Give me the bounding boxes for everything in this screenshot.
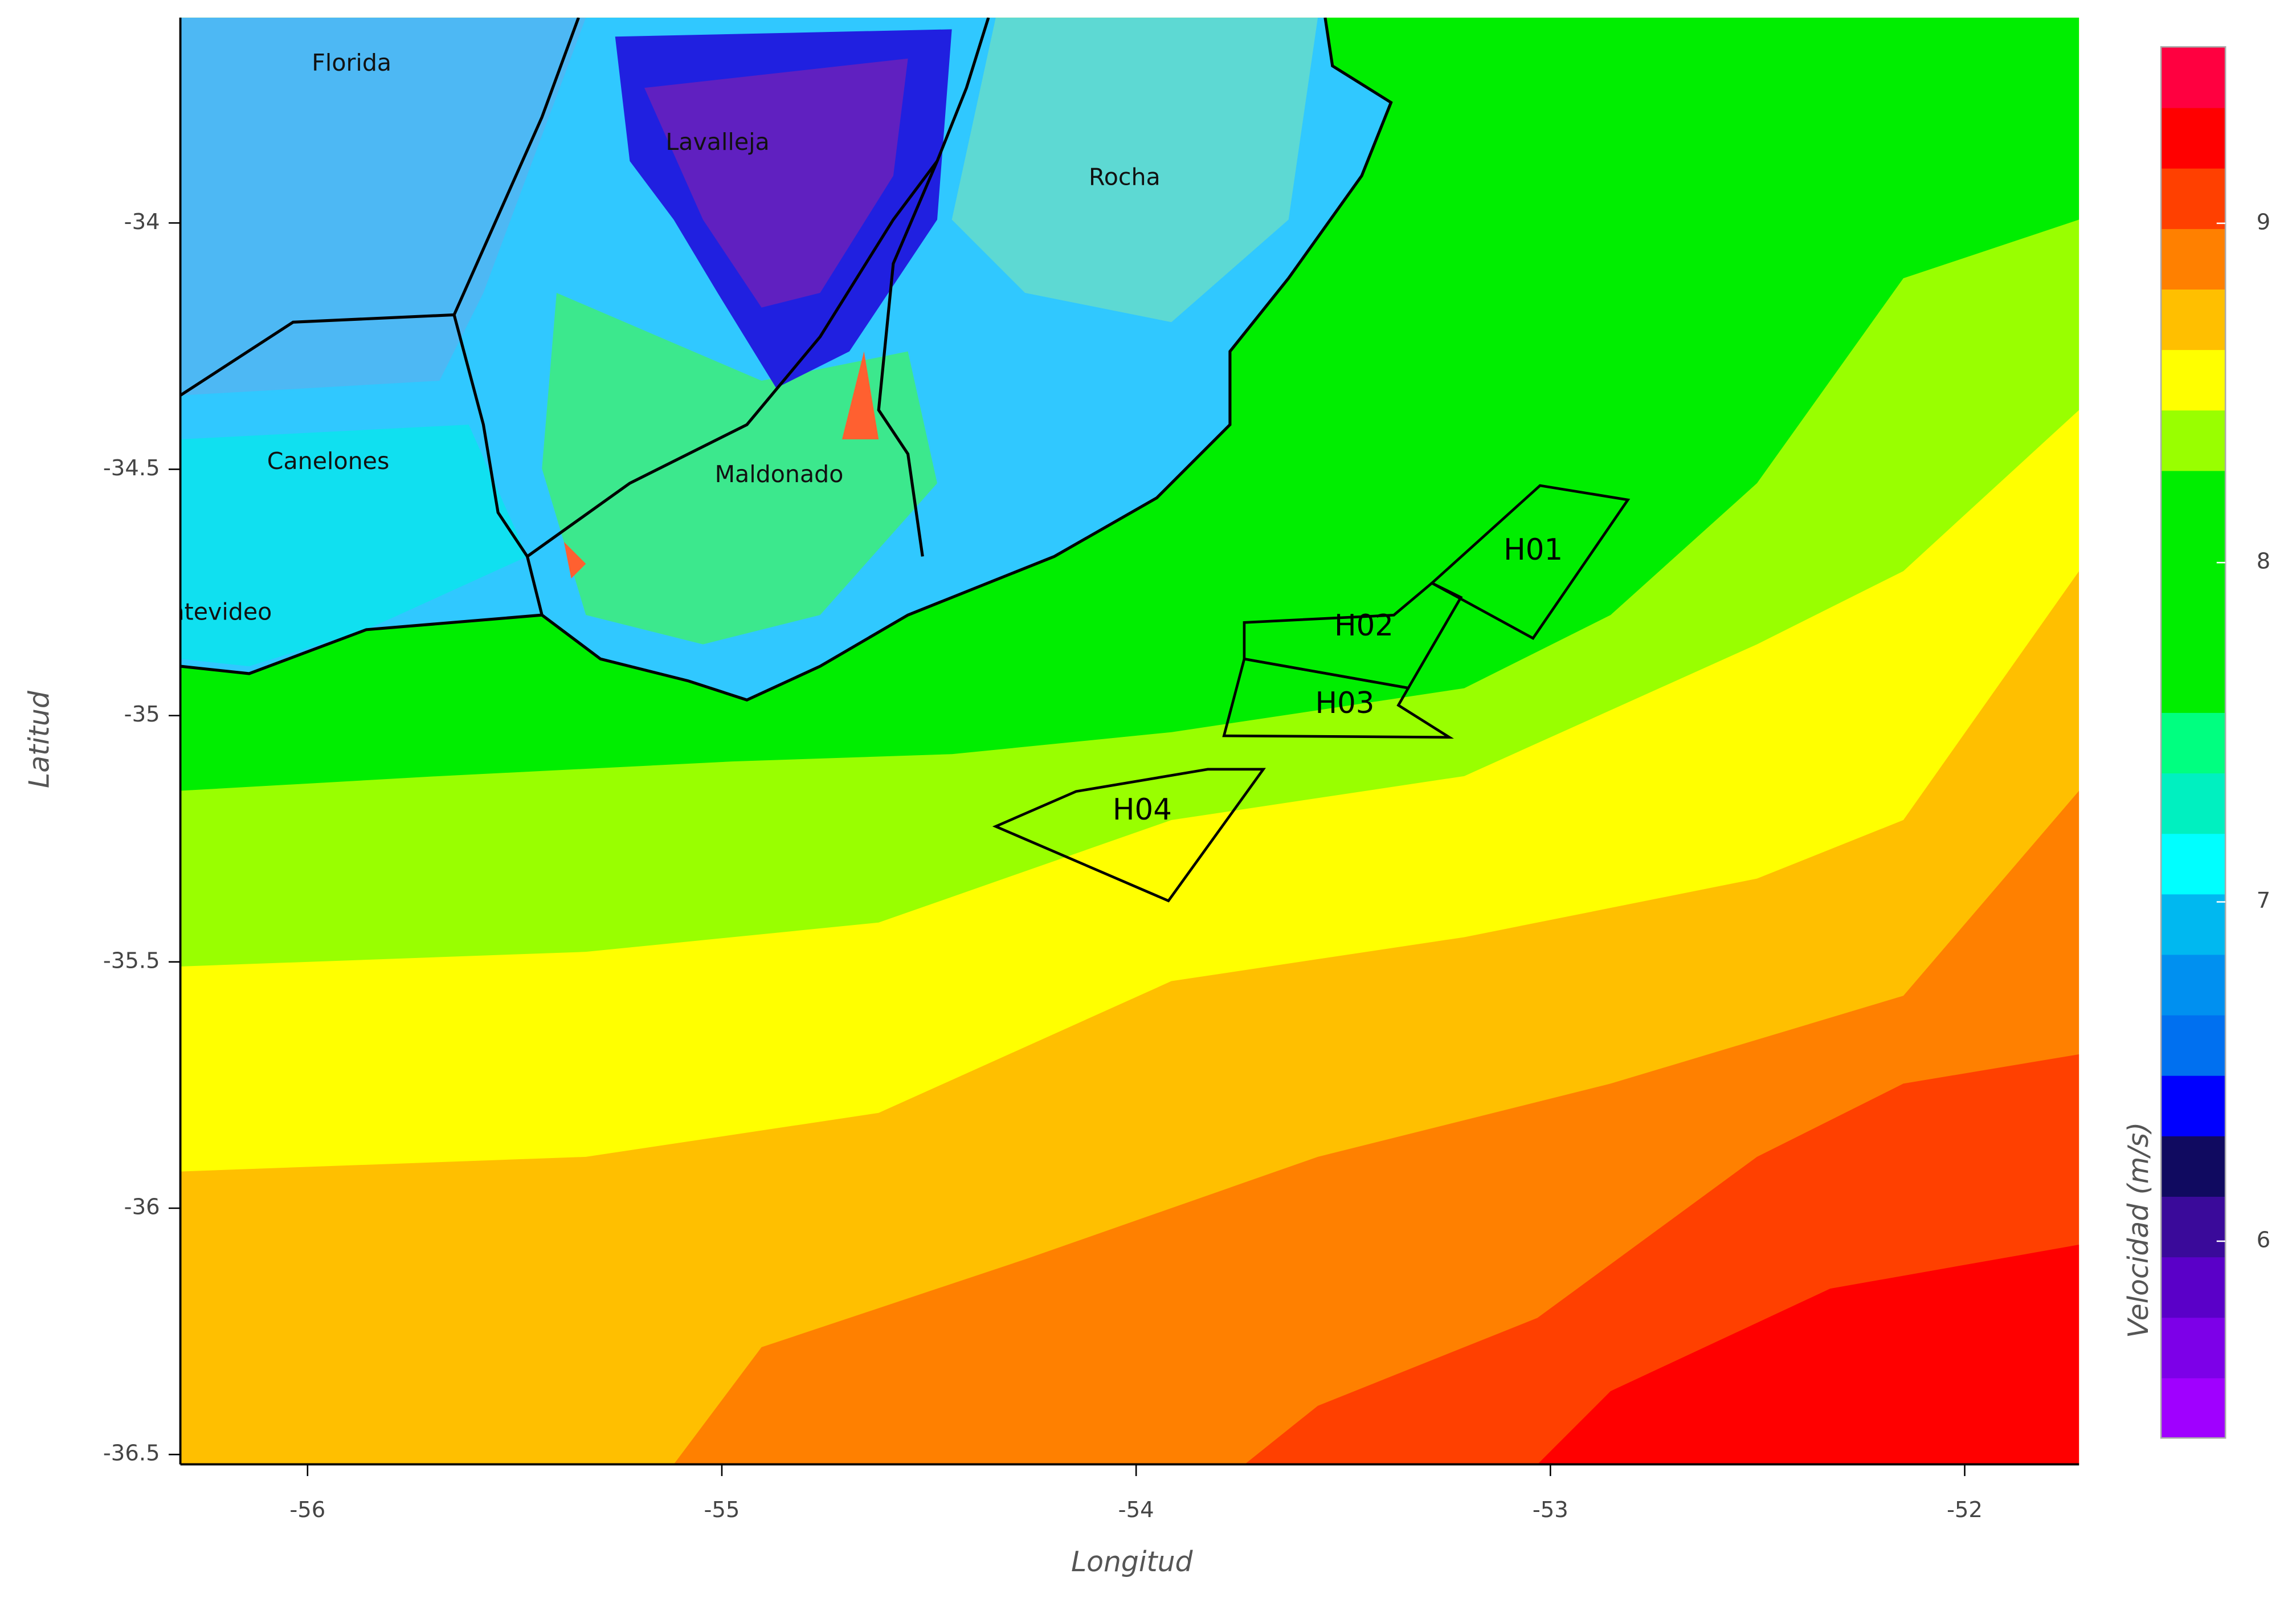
colorbar-swatch [2161, 1135, 2226, 1197]
y-tick-label: -34.5 [103, 455, 160, 481]
y-axis-title: Latitud [23, 690, 55, 788]
colorbar-swatch [2161, 954, 2226, 1016]
field-red [1537, 1245, 2080, 1465]
colorbar-swatch [2161, 772, 2226, 834]
x-axis-title: Longitud [1071, 1546, 1194, 1578]
colorbar-swatch [2161, 228, 2226, 290]
colorbar-swatch [2161, 107, 2226, 169]
colorbar-swatch [2161, 349, 2226, 411]
colorbar-swatch [2161, 1075, 2226, 1136]
place-label: Florida [312, 49, 391, 76]
colorbar-tick-label: 7 [2257, 888, 2271, 914]
x-tick-label: -54 [1118, 1497, 1154, 1523]
department-boundary [877, 160, 939, 557]
plot-layer: -56 -55 -54 -53 -52 -34 -34.5 -35 -35.5 -36 -36.5 F… [103, 49, 1983, 1523]
place-label: Montevideo [135, 598, 272, 626]
colorbar-title: Velocidad (m/s) [2122, 1122, 2155, 1338]
colorbar-swatch [2161, 47, 2226, 108]
colorbar-swatch [2161, 833, 2226, 895]
colorbar-swatch [2161, 591, 2226, 653]
place-label: Rocha [1089, 163, 1161, 190]
colorbar-swatch [2161, 168, 2226, 229]
place-labels: Florida Lavalleja Rocha Canelones Maldonado M… [135, 49, 1161, 626]
colorbar-swatch [2161, 1256, 2226, 1318]
x-tick-label: -55 [704, 1497, 740, 1523]
zone-label: H04 [1113, 793, 1172, 827]
land-field-south [180, 425, 528, 667]
y-tick-label: -35.5 [103, 948, 160, 973]
colorbar-swatch [2161, 288, 2226, 350]
colorbar-swatch [2161, 1377, 2226, 1439]
colorbar-tick-label: 9 [2257, 209, 2271, 235]
zone-label: H03 [1315, 686, 1374, 720]
zone-label: H02 [1334, 609, 1394, 643]
x-tick-label: -56 [289, 1497, 325, 1523]
colorbar-swatch [2161, 1014, 2226, 1076]
zone-label: H01 [1504, 533, 1563, 567]
zone-outline [1429, 484, 1631, 640]
colorbar-swatch [2161, 470, 2226, 532]
colorbar-swatch [2161, 410, 2226, 471]
colorbar-swatch [2161, 712, 2226, 774]
land-field-east [951, 17, 1318, 323]
colorbar-swatch [2161, 894, 2226, 955]
land-field-west [180, 17, 586, 396]
land-field-ridge-core [644, 58, 908, 308]
colorbar-tick-label: 6 [2257, 1227, 2271, 1253]
colorbar-tick-label: 8 [2257, 549, 2271, 574]
department-boundary [452, 17, 580, 615]
zone-outline [992, 768, 1266, 903]
colorbar-swatch [2161, 1316, 2226, 1379]
zone-outline [1222, 657, 1455, 739]
place-label: Maldonado [715, 460, 844, 488]
y-tick-label: -36.5 [103, 1441, 160, 1466]
y-tick-label: -35 [124, 702, 160, 727]
colorbar: 6 7 8 9 [2160, 46, 2271, 1439]
y-tick-label: -36 [124, 1195, 160, 1220]
x-tick-label: -53 [1533, 1497, 1568, 1523]
colorbar-swatch [2161, 651, 2226, 713]
y-tick-label: -34 [124, 209, 160, 235]
department-boundary [180, 313, 455, 397]
coastline [180, 17, 1393, 702]
land-field-hills [542, 292, 937, 645]
place-label: Lavalleja [665, 128, 769, 156]
wind-field [180, 17, 2080, 1465]
x-tick-label: -52 [1947, 1497, 1983, 1523]
colorbar-swatch [2161, 531, 2226, 592]
colorbar-frame [2160, 46, 2226, 1439]
place-label: Canelones [267, 447, 390, 475]
department-boundary [526, 17, 990, 558]
colorbar-swatch [2161, 1196, 2226, 1258]
